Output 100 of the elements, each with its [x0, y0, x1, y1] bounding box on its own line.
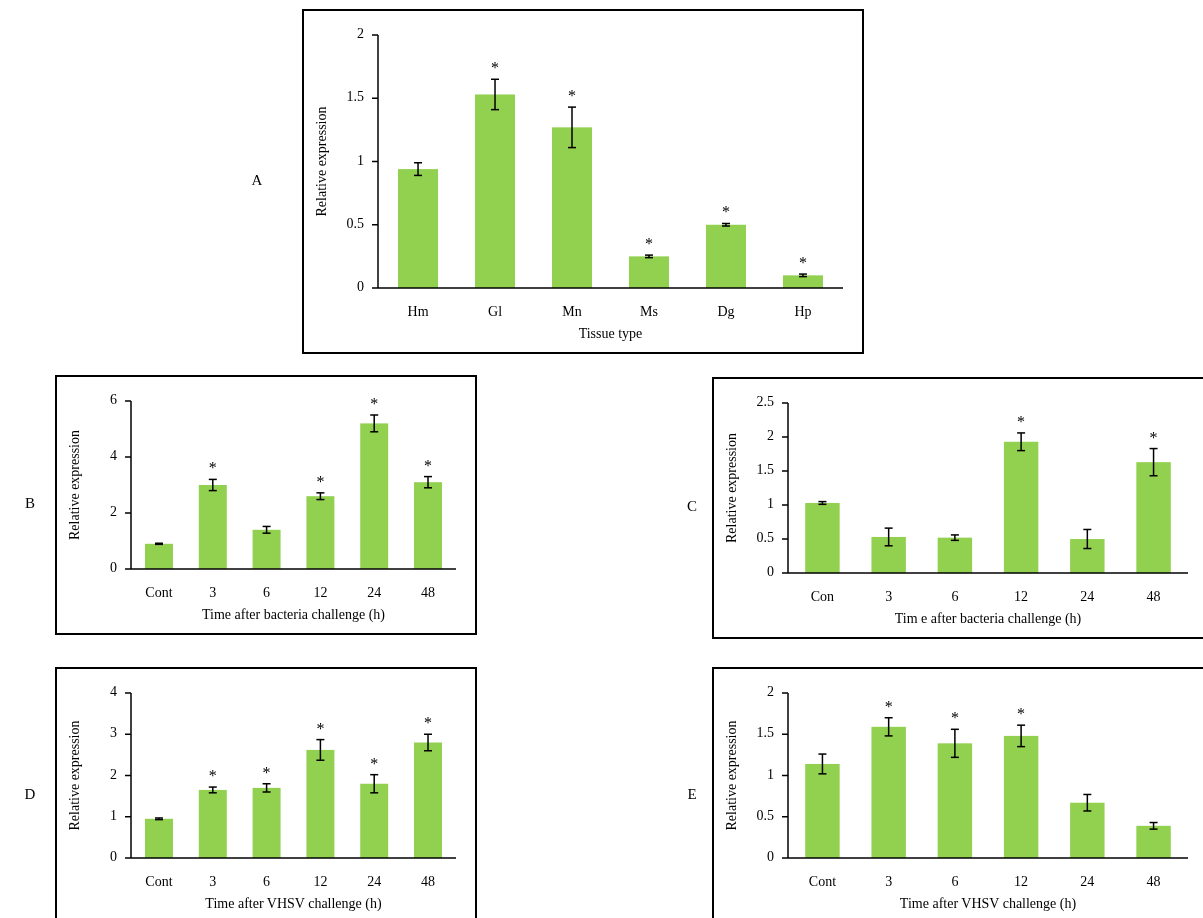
annotation: *	[1017, 705, 1026, 723]
x-tick-label: Gl	[488, 304, 503, 319]
text: A	[251, 171, 263, 188]
bar	[871, 726, 906, 858]
bar	[1136, 462, 1171, 573]
y-tick-label: 2	[767, 428, 774, 444]
x-tick-label: Con	[810, 589, 835, 604]
y-tick-label: 1	[110, 807, 117, 823]
x-tick-label: 24	[1080, 589, 1095, 604]
bar	[1003, 441, 1039, 573]
annotation: *	[316, 472, 325, 490]
y-tick-label: 1.5	[346, 89, 364, 105]
bar	[360, 423, 389, 569]
y-axis-title: Relative expression	[724, 720, 739, 831]
y-axis-title: Relative expression	[314, 106, 329, 217]
bar	[306, 749, 335, 858]
x-tick-label: 3	[885, 589, 893, 604]
y-tick-label: 2	[767, 684, 774, 700]
x-tick-label: 48	[421, 874, 436, 889]
x-tick-label: 3	[885, 874, 893, 889]
bar	[252, 787, 281, 858]
text: E	[687, 785, 697, 802]
text: C	[686, 498, 698, 515]
bar	[398, 169, 439, 288]
x-tick-label: 6	[951, 589, 959, 604]
annotation: *	[316, 719, 325, 737]
bar	[871, 536, 906, 573]
y-tick-label: 0	[767, 564, 774, 580]
x-tick-label: 3	[209, 874, 217, 889]
x-tick-label: Cont	[145, 874, 173, 889]
x-tick-label: Mn	[562, 304, 582, 319]
y-tick-label: 1.5	[756, 725, 774, 741]
annotation: *	[644, 235, 653, 253]
y-tick-label: 2	[110, 504, 117, 520]
x-tick-label: 24	[367, 585, 382, 600]
bar	[144, 543, 173, 569]
y-axis-title: Relative expression	[67, 429, 82, 541]
x-tick-label: 12	[1014, 874, 1029, 889]
x-axis-title: Tissue type	[578, 326, 643, 341]
bar	[360, 783, 389, 858]
annotation: *	[262, 763, 271, 781]
x-tick-label: 24	[1080, 874, 1095, 889]
y-tick-label: 1	[767, 496, 774, 512]
y-tick-label: 0	[357, 279, 364, 295]
bar	[252, 529, 281, 569]
x-tick-label: 3	[209, 585, 217, 600]
y-tick-label: 2.5	[756, 394, 774, 410]
x-tick-label: 6	[263, 585, 271, 600]
annotation: *	[424, 714, 433, 732]
y-tick-label: 1.5	[756, 462, 774, 478]
x-tick-label: 48	[421, 585, 436, 600]
y-tick-label: 0	[110, 560, 117, 576]
annotation: *	[1149, 428, 1158, 446]
x-tick-label: Ms	[640, 304, 658, 319]
bar	[144, 818, 173, 858]
bar	[805, 763, 840, 858]
x-tick-label: 6	[951, 874, 959, 889]
x-tick-label: 12	[313, 874, 328, 889]
bar	[937, 743, 973, 858]
bar	[805, 502, 840, 573]
y-tick-label: 0	[110, 849, 117, 865]
annotation: *	[208, 767, 217, 785]
annotation: *	[370, 754, 379, 772]
y-tick-label: 0	[767, 849, 774, 865]
annotation: *	[1017, 412, 1026, 430]
y-tick-label: 3	[110, 725, 117, 741]
x-tick-label: 12	[1014, 589, 1029, 604]
y-tick-label: 6	[110, 392, 117, 408]
x-tick-label: Hm	[407, 304, 429, 319]
bar	[937, 537, 973, 573]
x-tick-label: 6	[263, 874, 271, 889]
bar	[782, 275, 823, 288]
bar	[551, 127, 593, 288]
bar	[475, 94, 516, 288]
annotation: *	[884, 697, 893, 715]
bar	[198, 789, 227, 858]
bar	[306, 496, 335, 569]
bar	[414, 742, 443, 858]
bar	[628, 256, 670, 288]
bar	[705, 224, 746, 288]
x-tick-label: 48	[1146, 589, 1161, 604]
x-axis-title: Time after bacteria challenge (h)	[202, 607, 386, 623]
bar	[1070, 539, 1105, 573]
bar	[414, 482, 443, 569]
annotation: *	[568, 87, 577, 105]
y-tick-label: 2	[110, 766, 117, 782]
annotation: *	[721, 203, 730, 221]
annotation: *	[370, 395, 379, 412]
bar	[198, 485, 227, 569]
text: D	[24, 785, 36, 802]
y-tick-label: 4	[110, 448, 117, 464]
y-tick-label: 0.5	[756, 807, 774, 823]
annotation: *	[208, 459, 217, 477]
y-tick-label: 4	[110, 684, 117, 700]
bar	[1136, 825, 1171, 858]
bar	[1070, 802, 1105, 858]
x-axis-title: Time after VHSV challenge (h)	[205, 896, 382, 912]
y-axis-title: Relative expression	[724, 432, 739, 544]
x-tick-label: Cont	[145, 585, 173, 600]
annotation: *	[491, 59, 500, 77]
